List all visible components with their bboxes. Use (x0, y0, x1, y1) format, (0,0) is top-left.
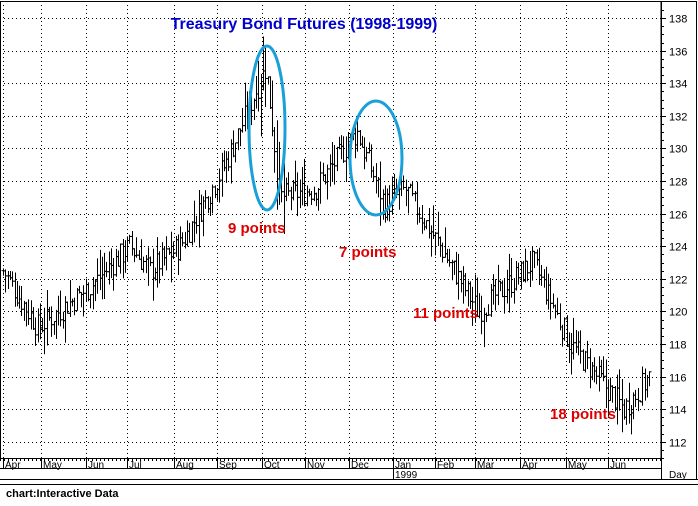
x-tick-label: Jun (610, 460, 626, 471)
y-tick-label: 130 (669, 144, 687, 156)
annotation-label: 18 points (550, 406, 616, 423)
x-tick-label: Jun (88, 460, 104, 471)
highlight-ellipse (348, 99, 404, 217)
x-tick-label: Aug (176, 460, 194, 471)
y-tick-label: 112 (669, 438, 687, 450)
y-tick-label: 134 (669, 79, 687, 91)
credit-text: chart:Interactive Data (6, 488, 119, 500)
x-tick-label: Sep (219, 460, 237, 471)
x-tick-label: Apr (5, 460, 21, 471)
y-tick-label: 116 (669, 373, 687, 385)
x-tick-label: Apr (522, 460, 538, 471)
y-tick-label: 120 (669, 307, 687, 319)
x-tick-label: Dec (351, 460, 369, 471)
x-tick-label: Feb (437, 460, 455, 471)
y-tick-label: 122 (669, 275, 687, 287)
x-tick-label: Nov (307, 460, 325, 471)
y-tick-label: 132 (669, 112, 687, 124)
y-tick-label: 124 (669, 242, 687, 254)
y-tick-label: 126 (669, 210, 687, 222)
x-tick-label: Mar (477, 460, 495, 471)
chart-svg: 112 114 116 118 120 122 124 126 128 130 132 134 136 1… (0, 1, 698, 481)
annotation-label: 11 points (413, 305, 478, 322)
y-tick-label: 118 (669, 340, 687, 352)
y-tick-label: 138 (669, 14, 687, 26)
x-tick-label: Jul (129, 460, 142, 471)
x-tick-label: Jan (395, 460, 411, 471)
y-tick-label: 128 (669, 177, 687, 189)
annotation-label: 9 points (228, 220, 286, 237)
chart-title: Treasury Bond Futures (1998-1999) (171, 16, 438, 33)
x-unit-label: Day (669, 470, 687, 481)
annotation-label: 7 points (339, 244, 397, 261)
y-tick-label: 136 (669, 47, 687, 59)
x-tick-label: Oct (264, 460, 280, 471)
year-label: 1999 (395, 470, 418, 481)
highlight-ellipse (247, 44, 287, 212)
x-tick-label: May (43, 460, 62, 471)
y-tick-label: 114 (669, 405, 687, 417)
credit-bar: chart:Interactive Data (0, 484, 698, 506)
x-tick-label: May (568, 460, 587, 471)
